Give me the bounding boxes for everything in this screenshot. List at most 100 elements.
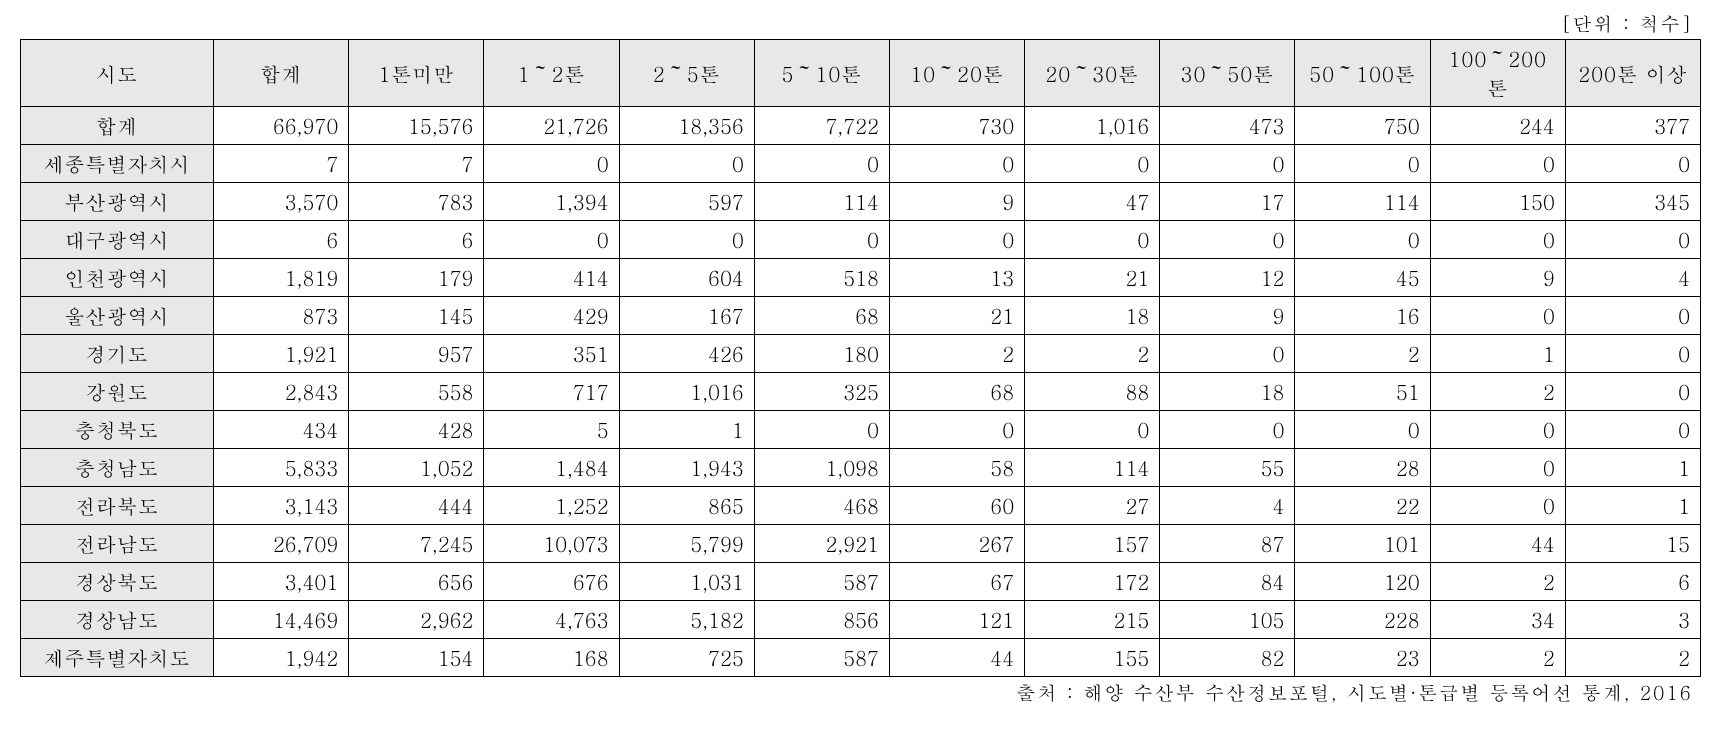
data-cell: 0 [1160,411,1295,449]
data-cell: 22 [1295,487,1430,525]
data-cell: 1 [1430,335,1565,373]
row-label: 부산광역시 [21,183,214,221]
data-cell: 0 [1565,297,1700,335]
table-row: 전라남도26,7097,24510,0735,7992,921267157871… [21,525,1701,563]
data-cell: 468 [754,487,889,525]
data-cell: 7,722 [754,107,889,145]
row-label: 세종특별자치시 [21,145,214,183]
data-cell: 865 [619,487,754,525]
data-cell: 1,394 [484,183,619,221]
data-cell: 7,245 [349,525,484,563]
data-cell: 1,943 [619,449,754,487]
row-label: 충청남도 [21,449,214,487]
data-cell: 2,921 [754,525,889,563]
data-cell: 47 [1025,183,1160,221]
data-cell: 9 [1430,259,1565,297]
data-cell: 6 [349,221,484,259]
row-label: 경기도 [21,335,214,373]
table-row: 세종특별자치시77000000000 [21,145,1701,183]
data-cell: 0 [1160,221,1295,259]
col-header-20to30: 20～30톤 [1025,40,1160,107]
data-cell: 21 [1025,259,1160,297]
data-cell: 21,726 [484,107,619,145]
data-cell: 414 [484,259,619,297]
data-cell: 1,016 [619,373,754,411]
data-cell: 1,942 [214,639,349,677]
data-cell: 167 [619,297,754,335]
col-header-under1: 1톤미만 [349,40,484,107]
row-label: 전라북도 [21,487,214,525]
row-label: 대구광역시 [21,221,214,259]
data-cell: 180 [754,335,889,373]
data-cell: 66,970 [214,107,349,145]
data-cell: 18,356 [619,107,754,145]
data-cell: 114 [754,183,889,221]
data-cell: 6 [1565,563,1700,601]
data-cell: 0 [619,145,754,183]
data-cell: 228 [1295,601,1430,639]
data-cell: 428 [349,411,484,449]
data-cell: 15,576 [349,107,484,145]
data-cell: 60 [889,487,1024,525]
data-cell: 58 [889,449,1024,487]
data-cell: 157 [1025,525,1160,563]
row-label: 합계 [21,107,214,145]
data-cell: 1,484 [484,449,619,487]
data-cell: 68 [889,373,1024,411]
col-header-total: 합계 [214,40,349,107]
data-cell: 150 [1430,183,1565,221]
col-header-region: 시도 [21,40,214,107]
data-cell: 426 [619,335,754,373]
data-cell: 4 [1160,487,1295,525]
table-row: 인천광역시1,8191794146045181321124594 [21,259,1701,297]
data-cell: 0 [1565,145,1700,183]
col-header-100to200: 100～200톤 [1430,40,1565,107]
data-cell: 345 [1565,183,1700,221]
table-row: 경상북도3,4016566761,031587671728412026 [21,563,1701,601]
data-cell: 114 [1295,183,1430,221]
data-cell: 34 [1430,601,1565,639]
data-cell: 5,799 [619,525,754,563]
data-cell: 215 [1025,601,1160,639]
data-cell: 9 [889,183,1024,221]
data-cell: 145 [349,297,484,335]
table-row: 강원도2,8435587171,0163256888185120 [21,373,1701,411]
data-cell: 0 [1430,221,1565,259]
data-cell: 6 [214,221,349,259]
data-cell: 1,252 [484,487,619,525]
data-cell: 2 [1430,373,1565,411]
data-cell: 7 [214,145,349,183]
col-header-50to100: 50～100톤 [1295,40,1430,107]
data-cell: 0 [1160,145,1295,183]
fishing-vessel-table: 시도 합계 1톤미만 1～2톤 2～5톤 5～10톤 10～20톤 20～30톤… [20,39,1701,677]
data-cell: 172 [1025,563,1160,601]
data-cell: 2 [1430,563,1565,601]
data-cell: 717 [484,373,619,411]
data-cell: 1,052 [349,449,484,487]
data-cell: 0 [1430,145,1565,183]
data-cell: 750 [1295,107,1430,145]
data-cell: 244 [1430,107,1565,145]
data-cell: 44 [1430,525,1565,563]
unit-label: [단위 : 척수] [20,10,1701,37]
data-cell: 101 [1295,525,1430,563]
data-cell: 18 [1025,297,1160,335]
data-cell: 14,469 [214,601,349,639]
data-cell: 87 [1160,525,1295,563]
data-cell: 1 [1565,487,1700,525]
data-cell: 597 [619,183,754,221]
data-cell: 68 [754,297,889,335]
data-cell: 105 [1160,601,1295,639]
data-cell: 0 [1025,221,1160,259]
header-row: 시도 합계 1톤미만 1～2톤 2～5톤 5～10톤 10～20톤 20～30톤… [21,40,1701,107]
data-cell: 44 [889,639,1024,677]
data-cell: 0 [1025,145,1160,183]
row-label: 전라남도 [21,525,214,563]
data-cell: 0 [1295,221,1430,259]
data-cell: 28 [1295,449,1430,487]
data-cell: 0 [889,221,1024,259]
table-row: 경상남도14,4692,9624,7635,182856121215105228… [21,601,1701,639]
row-label: 충청북도 [21,411,214,449]
data-cell: 154 [349,639,484,677]
row-label: 제주특별자치도 [21,639,214,677]
